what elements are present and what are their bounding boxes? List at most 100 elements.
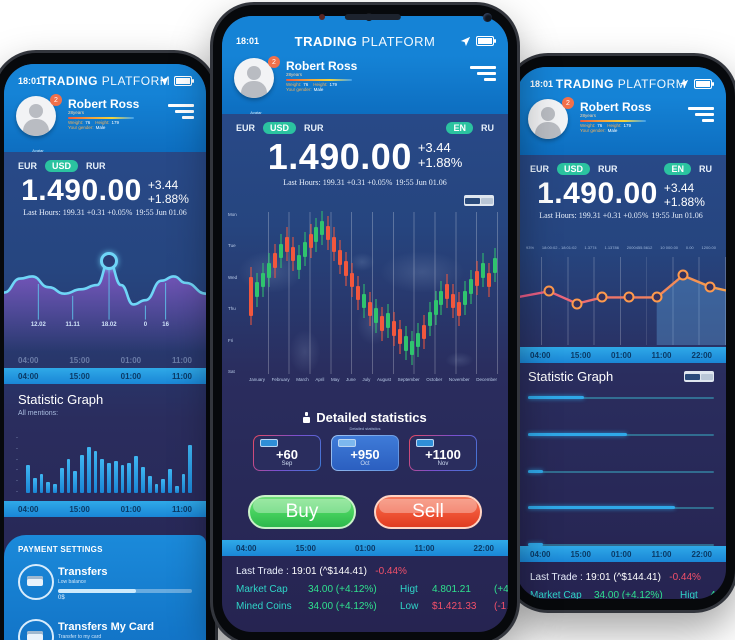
status-icons bbox=[460, 36, 496, 47]
mentions-bar-chart: – – – – – – bbox=[4, 417, 206, 501]
progress-track[interactable] bbox=[58, 589, 192, 593]
battery-icon bbox=[476, 36, 496, 46]
location-icon bbox=[679, 79, 689, 89]
status-icons bbox=[159, 76, 194, 86]
notification-badge: 2 bbox=[50, 94, 62, 106]
status-bar: 18:01 TRADING PLATFORM bbox=[222, 16, 508, 56]
last-trade-label: Last Trade : bbox=[530, 572, 583, 583]
time-bar-2[interactable]: 04:00 15:00 01:00 11:00 bbox=[4, 501, 206, 517]
price-change-pct: +1.88% bbox=[147, 191, 189, 206]
currency-usd[interactable]: USD bbox=[45, 160, 79, 172]
price-change-pct: +1.88% bbox=[417, 154, 463, 170]
avatar-image bbox=[16, 96, 56, 136]
avatar[interactable]: 2 Avatar bbox=[234, 56, 280, 115]
last-hours: Last Hours: 199.31 +0.31 +0.05% 19:55 Jun… bbox=[539, 211, 703, 220]
card-icon bbox=[18, 619, 54, 640]
last-trade-change: -0.44% bbox=[375, 566, 407, 577]
phone-left: 18:01 TRADING PLATFORM 2 Avatar Robert R… bbox=[0, 50, 218, 640]
currency-usd[interactable]: USD bbox=[263, 122, 297, 134]
price-change-pct: +1.88% bbox=[663, 194, 705, 209]
price-change: +3.44 bbox=[147, 178, 179, 192]
progress-fill bbox=[58, 589, 136, 593]
location-icon bbox=[159, 76, 169, 86]
payment-item-title: Transfers bbox=[58, 566, 108, 578]
statistic-graph-title: Statistic Graph bbox=[18, 392, 104, 407]
height-label: Height: bbox=[95, 120, 110, 126]
sell-button[interactable]: Sell bbox=[374, 495, 482, 529]
lang-ru[interactable]: RU bbox=[699, 164, 712, 174]
buy-button[interactable]: Buy bbox=[248, 495, 356, 529]
month-axis: January February March April May June July Augu… bbox=[249, 377, 497, 382]
phone-right: 18:01 TRADING PLATFORM 2 Robert Ross 28y… bbox=[504, 53, 735, 613]
currency-rur[interactable]: RUR bbox=[86, 161, 106, 171]
menu-icon[interactable] bbox=[168, 104, 194, 146]
gender-label: Your gender: bbox=[68, 125, 94, 131]
lang-en[interactable]: EN bbox=[446, 122, 473, 134]
time-row-ghost: 04:00 15:00 01:00 11:00 bbox=[18, 355, 192, 365]
app-title: TRADING PLATFORM bbox=[39, 74, 171, 88]
lang-ru[interactable]: RU bbox=[481, 123, 494, 133]
currency-rur[interactable]: RUR bbox=[598, 164, 618, 174]
avatar-image bbox=[528, 99, 568, 139]
last-trade-value: 19:01 (^$144.41) bbox=[291, 566, 367, 577]
status-bar: 18:01 TRADING PLATFORM bbox=[516, 67, 726, 97]
currency-eur[interactable]: EUR bbox=[18, 161, 38, 171]
user-info: Robert Ross 28years Weight: 76 Height: 179 … bbox=[580, 100, 652, 134]
last-trade-label: Last Trade : bbox=[236, 566, 289, 577]
payment-item-transfers-card[interactable]: Transfers My Card Transfer to my card 0$ bbox=[18, 619, 192, 640]
payment-settings-panel: PAYMENT SETTINGS Transfers Low balance 0… bbox=[4, 535, 206, 640]
market-summary: EUR USD RUR 1.490.00 +3.44 +1.88% Last Ho… bbox=[4, 152, 206, 240]
range-toggle[interactable] bbox=[464, 195, 494, 206]
avatar[interactable]: 2 bbox=[528, 97, 574, 149]
user-info: Robert Ross 28years Weight: 76 Height: 179 … bbox=[68, 96, 139, 146]
card-pill bbox=[338, 439, 356, 447]
user-name: Robert Ross bbox=[580, 100, 652, 114]
detailed-title: Detailed statistics bbox=[316, 410, 427, 425]
time-bar[interactable]: 04:00 15:00 01:00 11:00 22:00 bbox=[516, 347, 726, 363]
user-bar: 2 Avatar Robert Ross 28years Weight: 76 He… bbox=[222, 56, 508, 115]
payment-item-transfers[interactable]: Transfers Low balance 0$ bbox=[18, 564, 192, 601]
menu-icon[interactable] bbox=[688, 107, 714, 149]
range-toggle[interactable] bbox=[684, 371, 714, 382]
market-summary: EUR USD RUR EN RU 1.490.00 +3.44 +1.88% L… bbox=[222, 114, 508, 208]
time-bar[interactable]: 04:00 15:00 01:00 11:00 22:00 bbox=[222, 540, 508, 556]
user-age: 28years bbox=[286, 72, 303, 78]
currency-eur[interactable]: EUR bbox=[530, 164, 550, 174]
price-line-chart bbox=[516, 257, 726, 345]
avatar-caption: Avatar bbox=[32, 148, 44, 153]
weight-value: 76 bbox=[85, 120, 91, 126]
battery-icon bbox=[174, 76, 194, 86]
app-title: TRADING PLATFORM bbox=[294, 33, 436, 49]
stat-card-oct[interactable]: +950 Oct bbox=[331, 435, 399, 471]
currency-usd[interactable]: USD bbox=[557, 163, 591, 175]
chart-icon bbox=[303, 412, 311, 423]
currency-eur[interactable]: EUR bbox=[236, 123, 256, 133]
status-time: 18:01 bbox=[530, 79, 554, 89]
last-trade-change: -0.44% bbox=[669, 572, 701, 583]
stat-card-sep[interactable]: +60 Sep bbox=[253, 435, 321, 471]
status-time: 18:01 bbox=[236, 36, 260, 46]
last-hours: Last Hours: 199.31 +0.31 +0.05% 19:55 Jun… bbox=[23, 208, 187, 217]
user-age: 28years bbox=[68, 110, 85, 116]
status-time: 18:01 bbox=[18, 76, 42, 86]
user-name: Robert Ross bbox=[286, 59, 358, 73]
trend-area-chart: 12.02 11.11 18.02 0 16 bbox=[4, 244, 206, 352]
user-name: Robert Ross bbox=[68, 97, 140, 111]
avatar[interactable]: 2 Avatar bbox=[16, 94, 62, 153]
candles-plot bbox=[248, 211, 498, 374]
stats-block: Last Trade : 19:01 (^$144.41) -0.44% Mar… bbox=[236, 566, 508, 612]
lang-en[interactable]: EN bbox=[664, 163, 691, 175]
currency-rur[interactable]: RUR bbox=[304, 123, 324, 133]
time-bar-2[interactable]: 04:00 15:00 01:00 11:00 22:00 bbox=[516, 546, 726, 562]
time-bar[interactable]: 04:00 15:00 01:00 11:00 bbox=[4, 368, 206, 384]
menu-icon[interactable] bbox=[470, 66, 496, 108]
camera-dot bbox=[483, 13, 492, 22]
gender-value: Male bbox=[95, 125, 106, 131]
detailed-statistics: Detailed statistics Detailed statistics … bbox=[222, 408, 508, 484]
payment-settings-title: PAYMENT SETTINGS bbox=[18, 545, 103, 554]
height-value: 179 bbox=[111, 120, 119, 126]
price-value: 1.490.00 bbox=[21, 174, 142, 207]
trade-actions: Buy Sell bbox=[222, 484, 508, 540]
stat-card-nov[interactable]: +1100 Nov bbox=[409, 435, 477, 471]
